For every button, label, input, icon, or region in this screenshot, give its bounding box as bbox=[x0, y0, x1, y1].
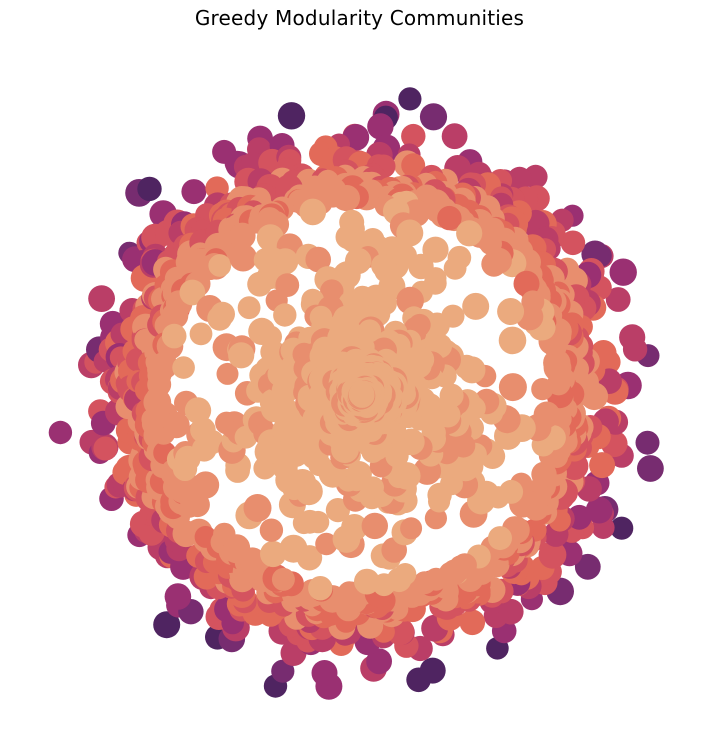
network-node bbox=[161, 323, 187, 349]
network-node bbox=[200, 430, 225, 455]
network-node bbox=[148, 374, 171, 397]
network-node bbox=[462, 292, 490, 320]
network-node bbox=[419, 103, 448, 131]
network-node bbox=[635, 430, 660, 455]
network-node bbox=[424, 507, 447, 530]
network-node bbox=[311, 660, 338, 686]
network-node bbox=[413, 571, 437, 595]
figure-title: Greedy Modularity Communities bbox=[194, 6, 525, 30]
network-node bbox=[513, 270, 540, 297]
network-node bbox=[181, 179, 207, 205]
network-node bbox=[441, 123, 468, 150]
network-node bbox=[396, 219, 424, 247]
network-node bbox=[299, 198, 327, 226]
network-node bbox=[481, 251, 507, 277]
network-node bbox=[361, 512, 388, 540]
network-node bbox=[488, 526, 512, 551]
network-node bbox=[367, 113, 394, 140]
network-node bbox=[456, 220, 483, 247]
network-node bbox=[610, 516, 634, 540]
network-node bbox=[609, 258, 637, 286]
network-node bbox=[179, 279, 206, 306]
network-node bbox=[401, 123, 426, 149]
network-node bbox=[340, 226, 367, 253]
network-node bbox=[619, 324, 646, 351]
network-node bbox=[237, 296, 261, 320]
network-node bbox=[437, 205, 462, 231]
network-node bbox=[538, 540, 567, 569]
network-node bbox=[208, 254, 232, 277]
network-node bbox=[315, 532, 338, 556]
network-node bbox=[401, 153, 426, 178]
network-node bbox=[288, 469, 317, 497]
network-node bbox=[419, 657, 446, 684]
network-node bbox=[279, 534, 308, 563]
network-node bbox=[273, 303, 297, 327]
network-node bbox=[192, 471, 220, 499]
network-node bbox=[498, 326, 527, 355]
network-node bbox=[443, 256, 467, 280]
network-node bbox=[184, 397, 212, 424]
network-node bbox=[306, 510, 330, 534]
node-layer bbox=[48, 87, 664, 700]
network-node bbox=[574, 553, 601, 580]
network-node bbox=[333, 185, 360, 212]
network-node bbox=[229, 222, 256, 249]
network-node bbox=[346, 461, 372, 487]
network-node bbox=[459, 609, 486, 636]
network-node bbox=[400, 517, 423, 540]
network-node bbox=[337, 581, 361, 605]
network-node bbox=[452, 553, 477, 578]
network-node bbox=[243, 494, 272, 522]
network-node bbox=[216, 362, 239, 385]
network-node bbox=[531, 378, 554, 401]
network-node bbox=[172, 356, 195, 379]
network-node bbox=[137, 176, 162, 202]
network-node bbox=[228, 342, 255, 369]
network-node bbox=[398, 87, 422, 111]
network-node bbox=[606, 287, 630, 311]
network-node bbox=[271, 659, 295, 683]
network-node bbox=[531, 461, 557, 487]
network-node bbox=[637, 455, 664, 482]
network-node bbox=[497, 298, 525, 325]
network-node bbox=[585, 496, 613, 524]
network-node bbox=[422, 236, 449, 263]
network-node bbox=[366, 648, 392, 675]
network-node bbox=[161, 302, 189, 329]
network-node bbox=[189, 322, 213, 346]
network-node bbox=[498, 373, 527, 402]
network-node bbox=[439, 383, 464, 408]
network-node bbox=[277, 102, 306, 130]
network-node bbox=[163, 411, 190, 439]
network-node bbox=[229, 243, 257, 272]
network-node bbox=[394, 563, 417, 586]
network-node bbox=[88, 285, 115, 312]
network-node bbox=[213, 522, 236, 546]
network-node bbox=[164, 583, 192, 610]
network-node bbox=[153, 611, 181, 639]
network-node bbox=[341, 514, 368, 541]
network-node bbox=[308, 576, 333, 601]
network-node bbox=[354, 568, 380, 595]
network-node bbox=[350, 383, 374, 407]
network-node bbox=[210, 301, 235, 327]
network-node bbox=[560, 230, 586, 256]
network-node bbox=[271, 567, 295, 591]
network-node bbox=[305, 246, 332, 273]
network-node bbox=[259, 518, 284, 542]
network-node bbox=[93, 436, 118, 461]
network-node bbox=[48, 420, 73, 445]
network-node bbox=[440, 472, 463, 496]
network-node bbox=[589, 452, 616, 479]
